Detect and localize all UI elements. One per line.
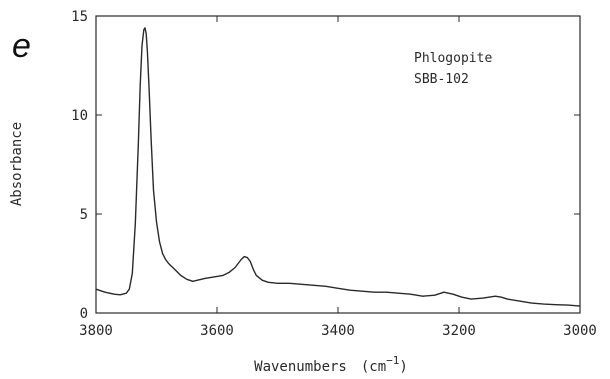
x-tick-label: 3600 bbox=[200, 323, 234, 339]
x-axis-unit: (cm bbox=[361, 359, 386, 375]
series-layer bbox=[95, 27, 581, 307]
x-axis-title: Wavenumbers (cm−1) bbox=[254, 354, 408, 375]
y-axis-title: Absorbance bbox=[9, 122, 25, 206]
annotation-mineral: Phlogopite bbox=[414, 51, 492, 66]
y-tick-label: 5 bbox=[80, 207, 88, 223]
absorbance-line bbox=[95, 27, 581, 307]
panel-label: e bbox=[12, 27, 31, 65]
y-tick-label: 10 bbox=[71, 108, 88, 124]
y-axis-ticks: 0 5 10 15 bbox=[71, 9, 580, 322]
x-tick-label: 3000 bbox=[563, 323, 597, 339]
x-tick-label: 3800 bbox=[79, 323, 113, 339]
x-axis-unit-exponent: −1 bbox=[386, 354, 399, 367]
y-tick-label: 15 bbox=[71, 9, 88, 25]
plot-frame bbox=[95, 15, 581, 314]
annotation-sample-id: SBB-102 bbox=[414, 72, 469, 87]
y-tick-label: 0 bbox=[80, 306, 88, 322]
x-tick-label: 3200 bbox=[442, 323, 476, 339]
x-axis-unit-close: ) bbox=[399, 359, 407, 375]
x-tick-label: 3400 bbox=[321, 323, 355, 339]
plot-border bbox=[95, 15, 581, 314]
x-axis-ticks: 3800 3600 3400 3200 3000 bbox=[79, 16, 597, 339]
x-axis-title-text: Wavenumbers bbox=[254, 359, 347, 375]
